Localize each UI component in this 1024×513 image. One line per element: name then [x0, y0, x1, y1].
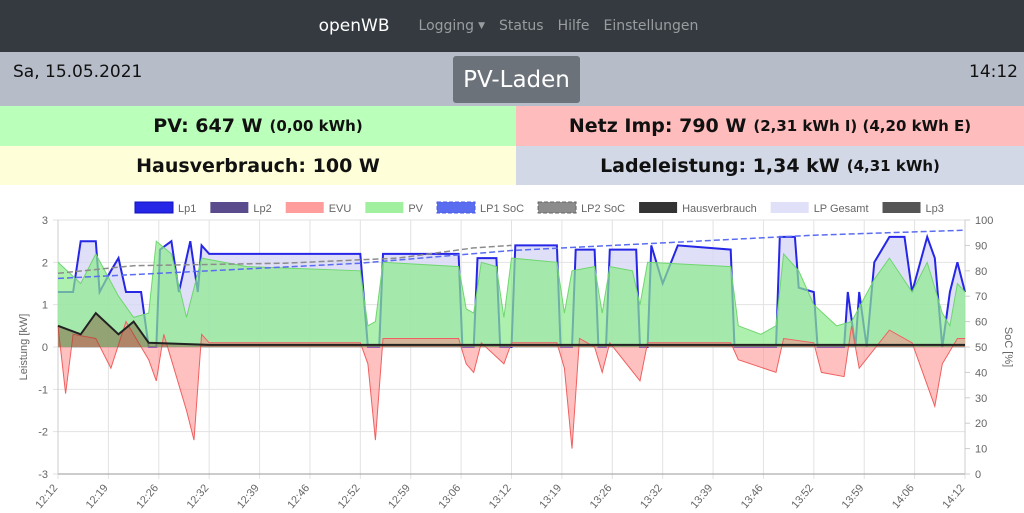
pv-tile: PV: 647 W (0,00 kWh): [0, 106, 516, 146]
x-tick-label: 13:26: [588, 482, 615, 511]
x-tick-label: 13:19: [537, 482, 564, 511]
nav-status[interactable]: Status: [498, 18, 544, 34]
x-tick-label: 12:19: [84, 482, 111, 511]
legend-lp-gesamt-label: LP Gesamt: [814, 203, 869, 215]
legend-lp3-label: Lp3: [926, 203, 944, 215]
charge-mode-button[interactable]: PV-Laden: [453, 56, 580, 103]
evu-line: [57, 320, 965, 449]
evu-area: [58, 321, 965, 449]
x-tick-label: 13:32: [638, 482, 665, 511]
netz-energy: (2,31 kWh I) (4,20 kWh E): [753, 117, 972, 135]
y-tick-label: 2: [42, 257, 48, 269]
x-tick-label: 13:46: [739, 482, 766, 511]
caret-down-icon: ▼: [478, 21, 485, 31]
y-tick-label: -1: [38, 384, 48, 396]
legend-evu-swatch: [285, 202, 324, 213]
lp1-soc-line: [57, 229, 966, 280]
pv-value: PV: 647 W: [153, 115, 263, 137]
y2-tick-label: 20: [975, 418, 987, 430]
y-tick-label: 1: [42, 300, 48, 312]
pv-energy: (0,00 kWh): [269, 117, 363, 135]
nav-logging-label: Logging: [418, 18, 475, 34]
legend-lp-gesamt-swatch: [770, 202, 809, 213]
y2-tick-label: 50: [975, 342, 987, 354]
legend-lp1-swatch: [134, 201, 174, 214]
x-tick-label: 12:32: [185, 482, 212, 511]
x-tick-label: 12:46: [285, 482, 312, 511]
x-tick-label: 13:06: [437, 482, 464, 511]
y2-tick-label: 100: [975, 215, 993, 227]
y2-tick-label: 10: [975, 444, 987, 456]
y-tick-label: 0: [42, 342, 48, 354]
x-tick-label: 13:12: [487, 482, 514, 511]
y2-tick-label: 90: [975, 240, 987, 252]
pv-line: [57, 240, 966, 335]
legend-evu-label: EVU: [329, 203, 352, 215]
y-tick-label: -2: [38, 427, 48, 439]
x-tick-label: 13:52: [789, 482, 816, 511]
lp2-soc-line: [57, 244, 512, 275]
legend-lp2-label: Lp2: [253, 203, 271, 215]
netz-value: Netz Imp: 790 W: [568, 115, 747, 137]
nav-einstellungen[interactable]: Einstellungen: [603, 18, 699, 34]
x-tick-label: 14:12: [940, 482, 967, 511]
x-tick-label: 12:12: [33, 482, 60, 511]
x-tick-label: 13:39: [688, 482, 715, 511]
status-row: Sa, 15.05.2021 PV-Laden 14:12: [0, 52, 1024, 106]
legend-hausverbrauch-label: Hausverbrauch: [682, 203, 757, 215]
lade-value: Ladeleistung: 1,34 kW: [600, 154, 840, 177]
x-tick-label: 13:59: [840, 482, 867, 511]
x-tick-label: 12:52: [336, 482, 363, 511]
lade-energy: (4,31 kWh): [846, 156, 940, 175]
legend-lp2-swatch: [210, 202, 249, 213]
legend-lp2-soc-swatch: [537, 201, 577, 214]
date: Sa, 15.05.2021: [13, 62, 143, 82]
netz-tile: Netz Imp: 790 W (2,31 kWh I) (4,20 kWh E): [516, 106, 1024, 146]
lade-tile: Ladeleistung: 1,34 kW (4,31 kWh): [516, 146, 1024, 185]
legend-lp2-soc-label: LP2 SoC: [581, 203, 625, 215]
legend-lp1-soc-label: LP1 SoC: [480, 203, 524, 215]
brand-logo[interactable]: openWB: [318, 16, 390, 36]
legend-lp1-soc-swatch: [436, 201, 476, 214]
haus-value: Hausverbrauch: 100 W: [136, 154, 380, 177]
legend-pv-label: PV: [408, 203, 423, 215]
x-tick-label: 12:26: [134, 482, 161, 511]
y-axis-label: Leistung [kW]: [18, 314, 30, 381]
legend-hausverbrauch-swatch: [639, 202, 678, 213]
y2-tick-label: 80: [975, 266, 987, 278]
y2-tick-label: 60: [975, 317, 987, 329]
time: 14:12: [969, 62, 1018, 82]
y2-tick-label: 70: [975, 291, 987, 303]
legend-lp1-label: Lp1: [178, 203, 196, 215]
y2-axis-label: SoC [%]: [1002, 327, 1014, 367]
navbar: openWB Logging ▼ Status Hilfe Einstellung…: [0, 0, 1024, 52]
y-tick-label: 3: [42, 215, 48, 227]
haus-tile: Hausverbrauch: 100 W: [0, 146, 516, 185]
legend-lp3-swatch: [882, 202, 921, 213]
legend-pv-swatch: [365, 202, 404, 213]
x-tick-label: 12:59: [386, 482, 413, 511]
nav-logging[interactable]: Logging ▼: [419, 18, 485, 34]
hausverbrauch-line: [57, 311, 965, 346]
y2-tick-label: 0: [975, 469, 981, 481]
x-tick-label: 12:39: [235, 482, 262, 511]
pv-area: [58, 241, 965, 347]
y2-tick-label: 30: [975, 393, 987, 405]
x-tick-label: 14:06: [890, 482, 917, 511]
nav-hilfe[interactable]: Hilfe: [557, 18, 590, 34]
y-tick-label: -3: [38, 469, 48, 481]
y2-tick-label: 40: [975, 367, 987, 379]
